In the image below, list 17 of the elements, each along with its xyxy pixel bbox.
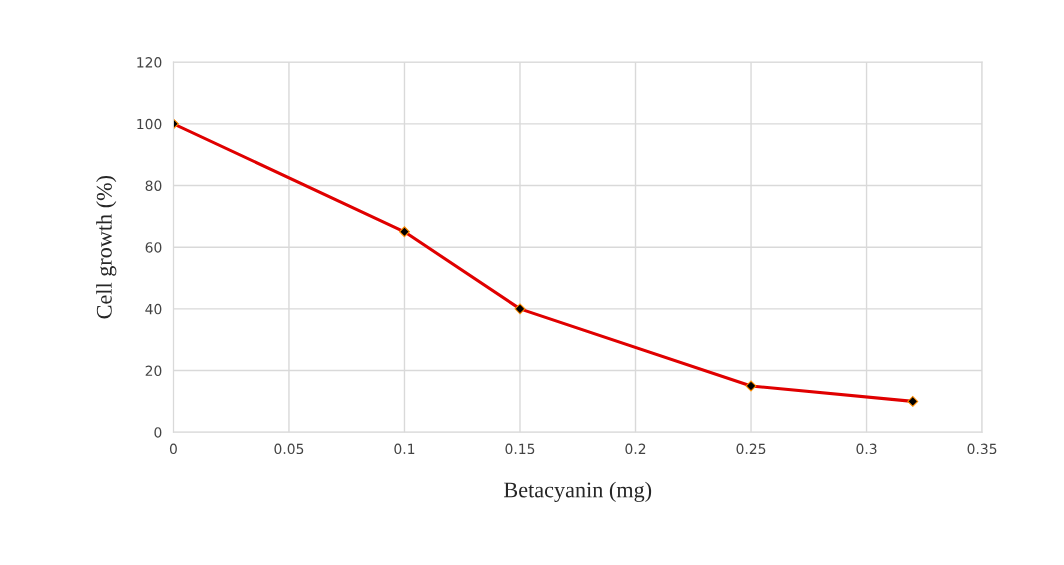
y-tick-label: 100 bbox=[137, 118, 162, 130]
x-tick-label: 0.05 bbox=[274, 443, 304, 455]
x-tick-label: 0 bbox=[169, 443, 177, 455]
x-tick-label: 0.35 bbox=[967, 443, 997, 455]
x-tick-label: 0.15 bbox=[505, 443, 535, 455]
y-tick-label: 120 bbox=[137, 57, 162, 68]
x-tick-label: 0.25 bbox=[736, 443, 766, 455]
y-tick-label: 40 bbox=[145, 303, 162, 315]
x-tick-label: 0.1 bbox=[394, 443, 415, 455]
y-tick-label: 80 bbox=[145, 180, 162, 191]
x-tick-label: 0.2 bbox=[625, 443, 646, 455]
y-tick-label: 60 bbox=[145, 242, 162, 253]
y-tick-label: 0 bbox=[154, 427, 162, 438]
y-tick-label: 20 bbox=[145, 365, 162, 377]
x-axis-title: Betacyanin (mg) bbox=[504, 481, 652, 502]
y-axis-title: Cell growth (%) bbox=[96, 175, 117, 319]
x-tick-label: 0.3 bbox=[856, 443, 877, 455]
